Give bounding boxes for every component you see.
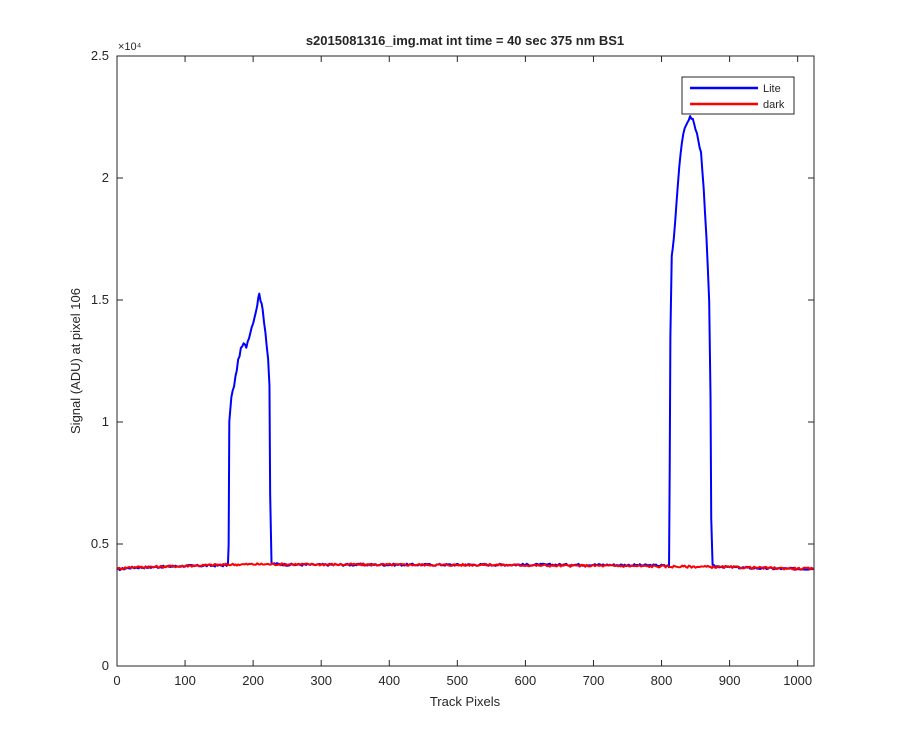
y-tick-label: 2.5: [91, 48, 109, 63]
y-axis-label: Signal (ADU) at pixel 106: [68, 288, 83, 434]
y-tick-label: 0: [102, 658, 109, 673]
x-tick-label: 900: [719, 673, 741, 688]
x-axis: 0 100 200 300 400 500 600 700 800 900 1000: [113, 56, 812, 688]
series-layer: [116, 115, 815, 572]
legend-label-lite: Lite: [763, 83, 781, 95]
x-tick-label: 400: [378, 673, 400, 688]
x-tick-label: 300: [310, 673, 332, 688]
y-tick-label: 2: [102, 170, 109, 185]
y-exponent-label: ×10⁴: [118, 41, 142, 53]
legend-box: [681, 76, 795, 115]
plot-frame: [116, 55, 815, 667]
x-tick-label: 700: [583, 673, 605, 688]
x-tick-label: 500: [446, 673, 468, 688]
y-tick-label: 1.5: [91, 292, 109, 307]
y-tick-label: 1: [102, 414, 109, 429]
series-line-dark: [116, 562, 815, 571]
x-tick-label: 100: [174, 673, 196, 688]
x-tick-label: 800: [651, 673, 673, 688]
x-tick-label: 600: [515, 673, 537, 688]
y-tick-label: 0.5: [91, 536, 109, 551]
x-tick-label: 0: [113, 673, 120, 688]
y-axis: 0 0.5 1 1.5 2 2.5: [91, 48, 814, 673]
legend: Lite dark: [681, 76, 795, 115]
chart-title: s2015081316_img.mat int time = 40 sec 37…: [306, 33, 624, 48]
x-axis-label: Track Pixels: [430, 694, 501, 709]
legend-label-dark: dark: [763, 99, 785, 111]
x-tick-label: 200: [242, 673, 264, 688]
x-tick-label: 1000: [783, 673, 812, 688]
